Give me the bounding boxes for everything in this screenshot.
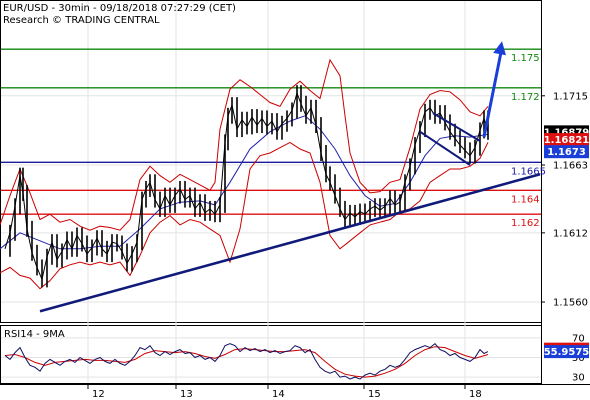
price-tick-label: 1.1560 bbox=[553, 298, 588, 309]
support-trendline bbox=[39, 173, 541, 313]
price-tag-0: 1.16879 bbox=[544, 127, 590, 138]
time-grid bbox=[87, 1, 466, 383]
time-tick-label: 13 bbox=[180, 389, 193, 400]
price-tag-2: 1.1673 bbox=[547, 147, 586, 158]
rsi-pane-border bbox=[0, 325, 542, 384]
level-label: 1.175 bbox=[511, 53, 540, 64]
rsi-ma-line bbox=[4, 346, 489, 378]
time-tick-label: 18 bbox=[469, 389, 482, 400]
price-tag-1-box bbox=[544, 133, 589, 147]
price-tick-label: 1.1663 bbox=[553, 160, 588, 171]
rsi-tag-1: 55.9575 bbox=[544, 347, 590, 358]
rsi-tag-1-box bbox=[544, 345, 589, 359]
level-label: 1.1665 bbox=[511, 166, 546, 177]
price-tag-1: 1.16821 bbox=[544, 135, 590, 146]
time-tick-label: 14 bbox=[272, 389, 285, 400]
target-arrow-head bbox=[493, 41, 506, 56]
price-line bbox=[4, 91, 489, 282]
time-tick-label: 12 bbox=[92, 389, 105, 400]
price-tick-label: 1.1715 bbox=[553, 91, 588, 102]
target-arrow-shaft bbox=[482, 46, 504, 138]
time-axis-labels: 12 13 14 15 18 bbox=[87, 384, 482, 400]
price-tag-2-box bbox=[544, 145, 589, 159]
rsi-label: RSI14 - 9MA bbox=[4, 329, 65, 340]
rsi-line bbox=[4, 343, 489, 380]
price-tick-label: 1.1612 bbox=[553, 228, 588, 239]
flag-upper-line bbox=[432, 112, 481, 142]
level-lines: 1.175 1.172 1.1665 1.164 1.162 bbox=[1, 48, 546, 229]
level-label: 1.162 bbox=[511, 218, 540, 229]
level-label: 1.164 bbox=[511, 194, 540, 205]
upper-band-line bbox=[0, 58, 489, 231]
rsi-tick-label: 50 bbox=[572, 353, 585, 364]
chart-drawings bbox=[39, 41, 541, 313]
chart-subtitle: Research © TRADING CENTRAL bbox=[3, 15, 160, 26]
price-grid bbox=[1, 95, 541, 378]
price-series bbox=[4, 85, 489, 288]
rsi-indicator bbox=[4, 343, 489, 380]
moving-average-line bbox=[0, 115, 489, 250]
level-label: 1.172 bbox=[511, 92, 540, 103]
time-tick-label: 15 bbox=[368, 389, 381, 400]
price-axis-labels: 1.1715 1.1663 1.1612 1.1560 70 50 30 bbox=[541, 91, 588, 384]
chart-title: EUR/USD - 30min - 09/18/2018 07:27:29 (C… bbox=[3, 3, 236, 14]
rsi-tick-label: 70 bbox=[572, 333, 585, 344]
rsi-tick-label: 30 bbox=[572, 373, 585, 384]
flag-lower-line bbox=[419, 130, 471, 166]
